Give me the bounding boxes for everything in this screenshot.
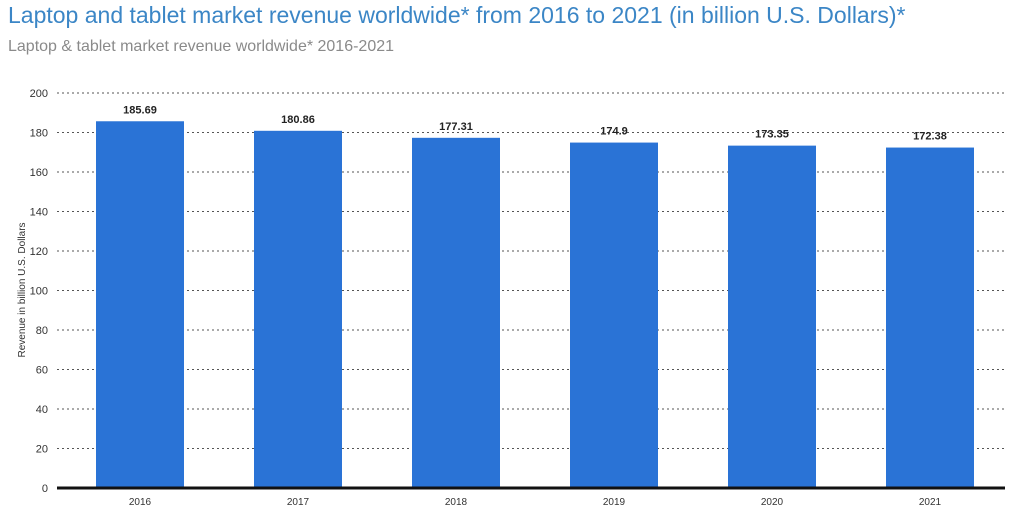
y-tick-label: 0 bbox=[42, 483, 48, 495]
y-tick-label: 40 bbox=[36, 404, 48, 416]
y-tick-label: 120 bbox=[30, 246, 48, 258]
x-tick-label: 2019 bbox=[603, 497, 626, 508]
data-label: 177.31 bbox=[439, 121, 473, 133]
y-tick-label: 140 bbox=[30, 207, 48, 219]
y-tick-label: 160 bbox=[30, 167, 48, 179]
bar bbox=[96, 121, 184, 488]
y-tick-label: 20 bbox=[36, 444, 48, 456]
y-tick-label: 60 bbox=[36, 365, 48, 377]
data-label: 174.9 bbox=[600, 126, 628, 138]
bar bbox=[728, 145, 816, 489]
y-tick-label: 180 bbox=[30, 128, 48, 140]
chart-title: Laptop and tablet market revenue worldwi… bbox=[8, 2, 906, 28]
bar bbox=[886, 147, 974, 488]
bar bbox=[570, 142, 658, 488]
y-axis-label: Revenue in billion U.S. Dollars bbox=[17, 222, 28, 357]
x-tick-label: 2017 bbox=[287, 497, 310, 508]
data-label: 185.69 bbox=[123, 104, 157, 116]
bar bbox=[254, 130, 342, 488]
data-label: 173.35 bbox=[755, 129, 789, 141]
y-tick-label: 100 bbox=[30, 286, 48, 298]
x-tick-label: 2020 bbox=[761, 497, 784, 508]
y-tick-label: 200 bbox=[30, 88, 48, 100]
x-tick-label: 2018 bbox=[445, 497, 468, 508]
y-tick-label: 80 bbox=[36, 325, 48, 337]
bar bbox=[412, 137, 500, 488]
x-tick-label: 2021 bbox=[919, 497, 942, 508]
data-label: 172.38 bbox=[913, 131, 947, 143]
x-tick-label: 2016 bbox=[129, 497, 152, 508]
chart-subtitle: Laptop & tablet market revenue worldwide… bbox=[8, 38, 395, 55]
data-label: 180.86 bbox=[281, 114, 315, 126]
